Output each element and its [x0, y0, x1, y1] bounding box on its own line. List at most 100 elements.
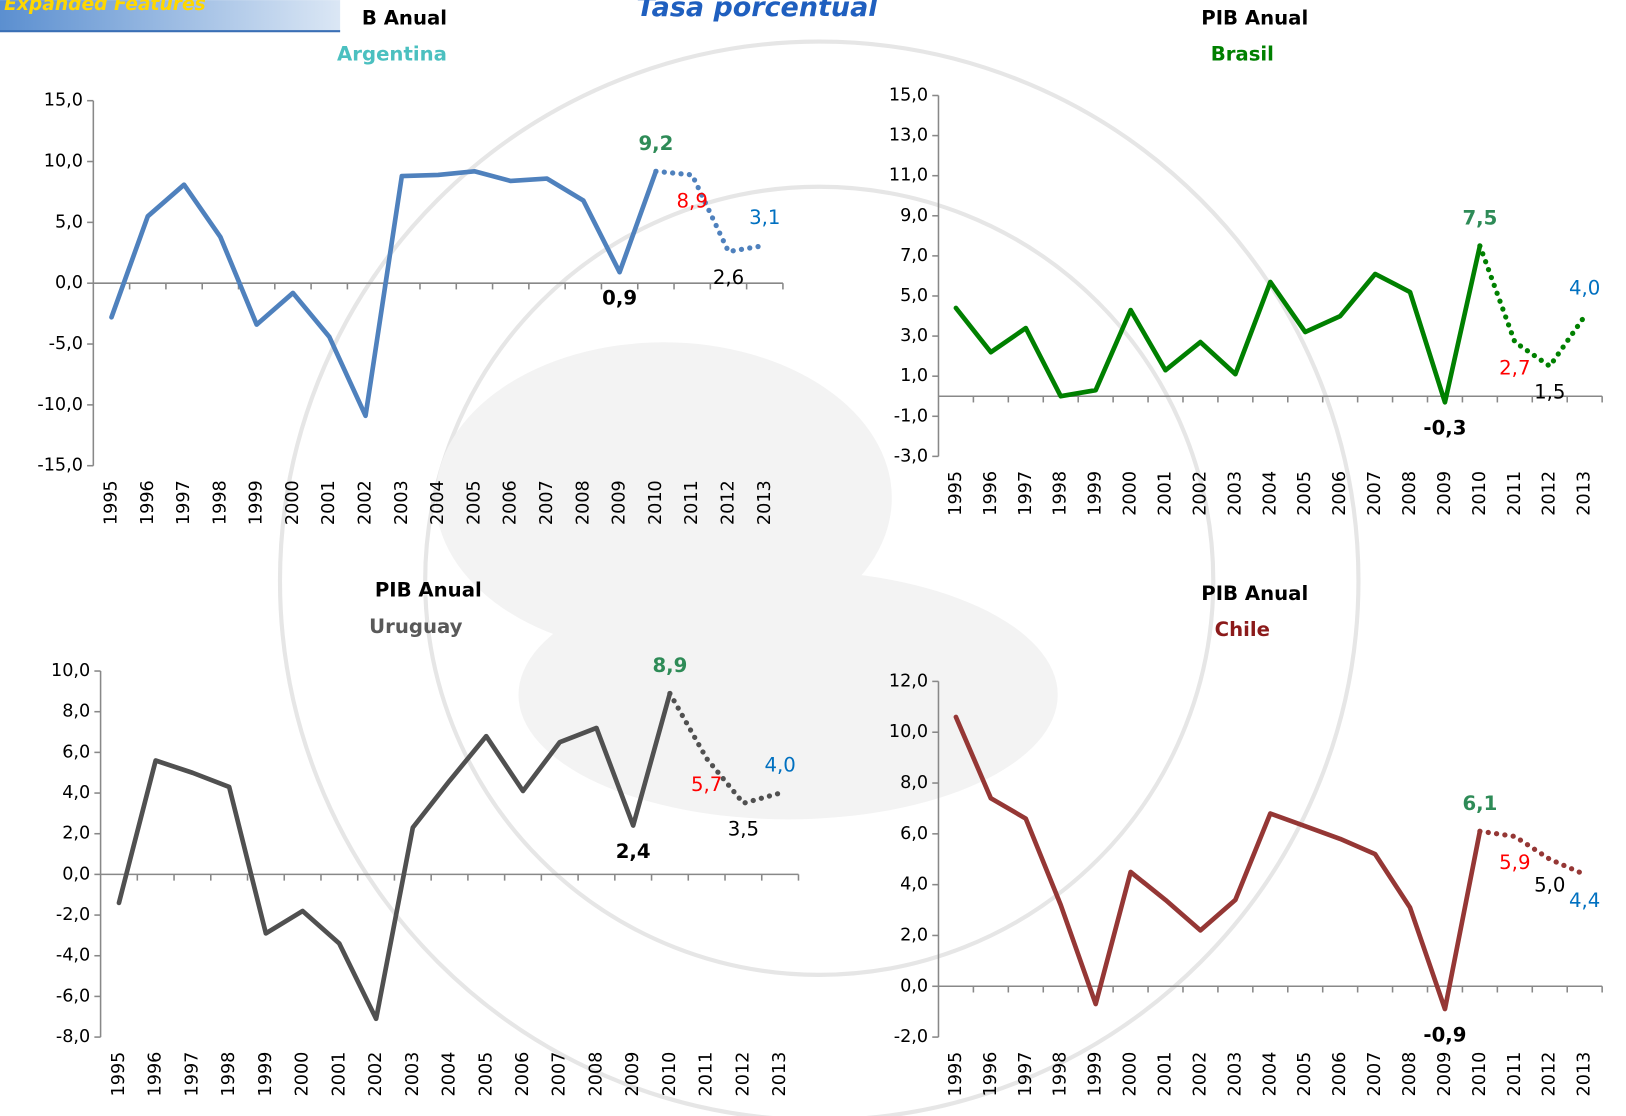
data-label: 3,5 [728, 818, 759, 841]
x-tick-label: 2003 [1225, 1052, 1245, 1097]
x-tick-label: 1999 [247, 480, 267, 525]
series-line [953, 714, 1483, 1012]
x-tick-label: 2001 [1156, 1052, 1176, 1097]
x-tick-label: 1995 [101, 480, 121, 525]
y-tick-label: 2,0 [900, 925, 928, 945]
x-tick-label: 2012 [733, 1052, 753, 1097]
chart-panel: PIB Anual Brasil -3,0 -1,0 1,0 3,0 5,0 7,0 9,0 11… [889, 6, 1603, 516]
x-tick-label: 2010 [1470, 471, 1490, 516]
data-label: 4,0 [1569, 277, 1600, 300]
x-tick-label: 2011 [1505, 471, 1525, 516]
x-tick-label: 2005 [1295, 1052, 1315, 1097]
data-label: 9,2 [638, 132, 673, 155]
x-tick-label: 2011 [682, 480, 702, 525]
chart-subtitle: Brasil [1211, 43, 1274, 66]
y-tick-label: -6,0 [56, 986, 90, 1006]
x-tick-label: 2013 [755, 480, 775, 525]
x-tick-label: 2009 [623, 1052, 643, 1097]
y-tick-label: 9,0 [900, 206, 928, 226]
x-tick-label: 1999 [256, 1052, 276, 1097]
y-tick-label: 7,0 [900, 246, 928, 266]
x-tick-label: 1996 [981, 471, 1001, 516]
x-tick-label: 2000 [293, 1052, 313, 1097]
x-tick-label: 2001 [329, 1052, 349, 1097]
x-tick-label: 2012 [718, 480, 738, 525]
series-line [1477, 243, 1588, 369]
chart-subtitle: Uruguay [369, 615, 462, 638]
data-label: 2,6 [713, 266, 744, 289]
x-tick-label: 2003 [1225, 471, 1245, 516]
data-label: 8,9 [677, 189, 708, 212]
chart-panel: PIB Anual Uruguay -8,0 -6,0 -4,0 -2,0 0,0 2,0 4,… [51, 579, 800, 1097]
y-tick-label: 1,0 [900, 366, 928, 386]
x-tick-label: 2002 [356, 480, 376, 525]
data-label: 4,0 [764, 754, 795, 777]
x-tick-label: 2000 [1121, 471, 1141, 516]
chart-panel: PIB Anual Chile -2,0 0,0 2,0 4,0 6,0 8,0 10,0 12,… [889, 582, 1603, 1097]
data-label: 2,4 [616, 840, 651, 863]
y-tick-label: 4,0 [900, 875, 928, 895]
y-tick-label: 6,0 [62, 742, 90, 762]
x-tick-label: 2005 [1295, 471, 1315, 516]
x-tick-label: 2005 [476, 1052, 496, 1097]
x-tick-label: 1998 [1051, 471, 1071, 516]
data-label: -0,9 [1423, 1024, 1466, 1047]
x-tick-label: 2009 [610, 480, 630, 525]
chart-panel: B Anual Argentina -15,0 -10,0 -5,0 0,0 5,0 10,0… [37, 6, 784, 525]
chart-subtitle: Argentina [337, 43, 447, 66]
x-tick-label: 2011 [1505, 1052, 1525, 1097]
x-tick-label: 2004 [428, 480, 448, 525]
data-label: 1,5 [1534, 381, 1565, 404]
y-tick-label: 4,0 [62, 783, 90, 803]
x-tick-label: 2006 [501, 480, 521, 525]
x-tick-label: 1998 [219, 1052, 239, 1097]
y-tick-label: 15,0 [889, 86, 928, 106]
x-tick-label: 2007 [1365, 1052, 1385, 1097]
data-label: -0,3 [1423, 417, 1466, 440]
y-tick-label: 5,0 [55, 212, 83, 232]
y-tick-label: -3,0 [894, 446, 928, 466]
x-tick-label: 2010 [1470, 1052, 1490, 1097]
y-tick-label: 12,0 [889, 671, 928, 691]
x-tick-label: 2004 [440, 1052, 460, 1097]
y-tick-label: 0,0 [62, 864, 90, 884]
x-tick-label: 1996 [981, 1052, 1001, 1097]
data-label: 5,0 [1534, 874, 1565, 897]
x-tick-label: 2006 [513, 1052, 533, 1097]
series-line [653, 168, 768, 255]
x-tick-label: 2012 [1540, 1052, 1560, 1097]
y-tick-label: 0,0 [900, 976, 928, 996]
y-tick-label: 8,0 [900, 773, 928, 793]
x-tick-label: 2010 [646, 480, 666, 525]
series-line [116, 691, 673, 1022]
chart-title: B Anual [362, 6, 447, 29]
x-tick-label: 2004 [1260, 471, 1280, 516]
badge-box [0, 0, 341, 32]
x-tick-label: 1996 [146, 1052, 166, 1097]
x-tick-label: 2003 [392, 480, 412, 525]
series-line [109, 168, 659, 419]
x-tick-label: 2009 [1435, 471, 1455, 516]
x-tick-label: 2007 [1365, 471, 1385, 516]
y-tick-label: 5,0 [900, 286, 928, 306]
y-tick-label: -5,0 [49, 334, 83, 354]
x-tick-label: 2003 [403, 1052, 423, 1097]
page-title: Tasa porcentual [636, 0, 878, 23]
series-line [1477, 828, 1588, 878]
y-tick-label: 2,0 [62, 824, 90, 844]
y-tick-label: 3,0 [900, 326, 928, 346]
y-tick-label: 15,0 [44, 91, 83, 111]
x-tick-label: 1997 [1016, 471, 1036, 516]
series-line [953, 243, 1483, 405]
x-tick-label: 1997 [182, 1052, 202, 1097]
data-label: 5,9 [1499, 851, 1530, 874]
x-tick-label: 2004 [1260, 1052, 1280, 1097]
data-label: 7,5 [1462, 206, 1497, 229]
x-tick-label: 2012 [1540, 471, 1560, 516]
x-tick-label: 1996 [138, 480, 158, 525]
y-tick-label: -4,0 [56, 946, 90, 966]
x-tick-label: 2010 [660, 1052, 680, 1097]
x-tick-label: 2000 [283, 480, 303, 525]
